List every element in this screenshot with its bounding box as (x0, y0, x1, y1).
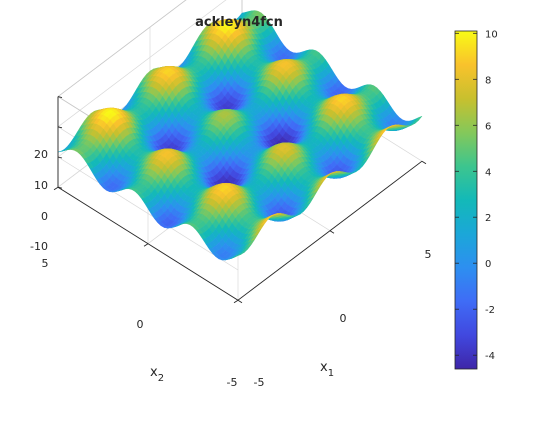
x2-tick-mark (54, 187, 58, 190)
z-tick-label: 10 (34, 179, 48, 192)
x2-tick-mark (234, 300, 238, 303)
surface-plot (58, 11, 422, 261)
z-tick-labels: -10 0 10 20 (30, 148, 48, 253)
z-tick-label: 0 (41, 210, 48, 223)
x2-tick-label: -5 (227, 376, 238, 389)
x2-tick-label: 0 (137, 318, 144, 331)
colorbar-tick-label: 4 (485, 167, 491, 178)
colorbar-gradient (455, 31, 477, 369)
x1-tick-mark (330, 231, 334, 234)
x1-tick-labels: -5 0 5 (254, 248, 432, 389)
colorbar-tick-label: 2 (485, 213, 491, 224)
colorbar-tick-label: 8 (485, 75, 491, 86)
x1-tick-label: -5 (254, 376, 265, 389)
chart-title: ackleyn4fcn (195, 15, 283, 30)
z-tick-label: 20 (34, 148, 48, 161)
x2-tick-label: 5 (42, 257, 49, 270)
x1-tick-mark (238, 300, 242, 303)
z-tick-mark (58, 127, 62, 128)
colorbar: 10 8 6 4 2 0 -2 -4 (455, 29, 498, 369)
colorbar-tick-label: -2 (485, 305, 495, 316)
x2-axis-label: x2 (150, 365, 164, 384)
x1-tick-mark (422, 161, 426, 164)
x2-tick-mark (144, 244, 148, 247)
x1-tick-label: 5 (425, 248, 432, 261)
colorbar-tick-label: 6 (485, 121, 491, 132)
colorbar-tick-label: -4 (485, 351, 495, 362)
x2-tick-labels: 5 0 -5 (42, 257, 238, 389)
z-tick-mark (58, 157, 62, 158)
x1-tick-label: 0 (340, 312, 347, 325)
x1-axis-label: x1 (320, 360, 334, 379)
z-tick-mark (58, 97, 62, 98)
colorbar-tick-label: 0 (485, 259, 491, 270)
z-tick-label: -10 (30, 240, 48, 253)
colorbar-tick-label: 10 (485, 29, 498, 40)
